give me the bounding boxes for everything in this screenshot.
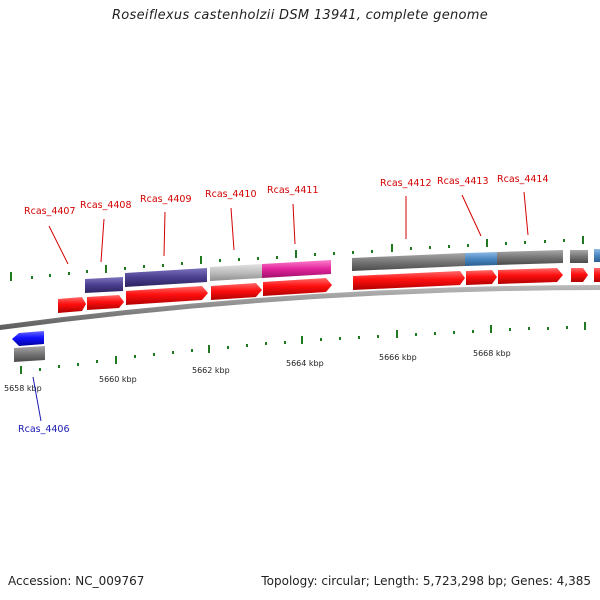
- cds-rcas-4410[interactable]: [211, 283, 262, 300]
- gene-label-rcas-4414[interactable]: Rcas_4414: [497, 174, 549, 185]
- kbp-label-5662: 5662 kbp: [192, 366, 230, 375]
- category-bar-next-b: [594, 249, 600, 262]
- category-bar-rcas-4411: [262, 260, 331, 278]
- gene-label-rcas-4407[interactable]: Rcas_4407: [24, 206, 76, 217]
- kbp-label-5666: 5666 kbp: [379, 353, 417, 362]
- cds-rcas-4412[interactable]: [353, 271, 465, 290]
- gene-label-rcas-4413[interactable]: Rcas_4413: [437, 176, 489, 187]
- kbp-label-5664: 5664 kbp: [286, 359, 324, 368]
- gene-label-rcas-4409[interactable]: Rcas_4409: [140, 194, 192, 205]
- lower-tick-marks: [20, 322, 586, 374]
- category-bar-rcas-4412: [352, 253, 465, 271]
- cds-rcas-4406[interactable]: [12, 331, 44, 346]
- category-bar-rcas-4408: [85, 277, 123, 293]
- cds-rcas-4414[interactable]: [498, 268, 563, 284]
- gene-label-rcas-4412[interactable]: Rcas_4412: [380, 178, 432, 189]
- gene-label-rcas-4411[interactable]: Rcas_4411: [267, 185, 319, 196]
- accession-text: Accession: NC_009767: [8, 574, 145, 588]
- category-bar-rcas-4414: [497, 250, 563, 265]
- genome-summary-text: Topology: circular; Length: 5,723,298 bp…: [261, 574, 591, 588]
- kbp-label-5660: 5660 kbp: [99, 375, 137, 384]
- cds-rcas-4413[interactable]: [466, 270, 497, 285]
- forward-cds-track: [58, 268, 600, 313]
- category-bar-rcas-4413: [465, 252, 497, 266]
- category-bar-rcas-4409: [125, 268, 207, 287]
- cds-rcas-4407[interactable]: [58, 297, 86, 313]
- label-leaders: [32, 191, 529, 422]
- genome-backbone: [0, 285, 600, 330]
- upper-tick-marks: [10, 236, 584, 281]
- category-bar-rcas-4406: [14, 346, 45, 362]
- cds-next-b[interactable]: [594, 268, 600, 282]
- category-bar-rcas-4410: [210, 264, 262, 281]
- category-strip: [14, 249, 600, 362]
- cds-next-a[interactable]: [571, 268, 588, 282]
- category-bar-next-a: [570, 250, 588, 263]
- cds-rcas-4411[interactable]: [263, 278, 332, 296]
- kbp-label-5668: 5668 kbp: [473, 349, 511, 358]
- kbp-label-5658: 5658 kbp: [4, 384, 42, 393]
- map-title: Roseiflexus castenholzii DSM 13941, comp…: [111, 8, 489, 23]
- cds-rcas-4408[interactable]: [87, 295, 124, 310]
- cds-rcas-4409[interactable]: [126, 286, 208, 305]
- gene-label-rcas-4408[interactable]: Rcas_4408: [80, 200, 132, 211]
- gene-label-rcas-4410[interactable]: Rcas_4410: [205, 189, 257, 200]
- gene-label-rcas-4406[interactable]: Rcas_4406: [18, 424, 70, 435]
